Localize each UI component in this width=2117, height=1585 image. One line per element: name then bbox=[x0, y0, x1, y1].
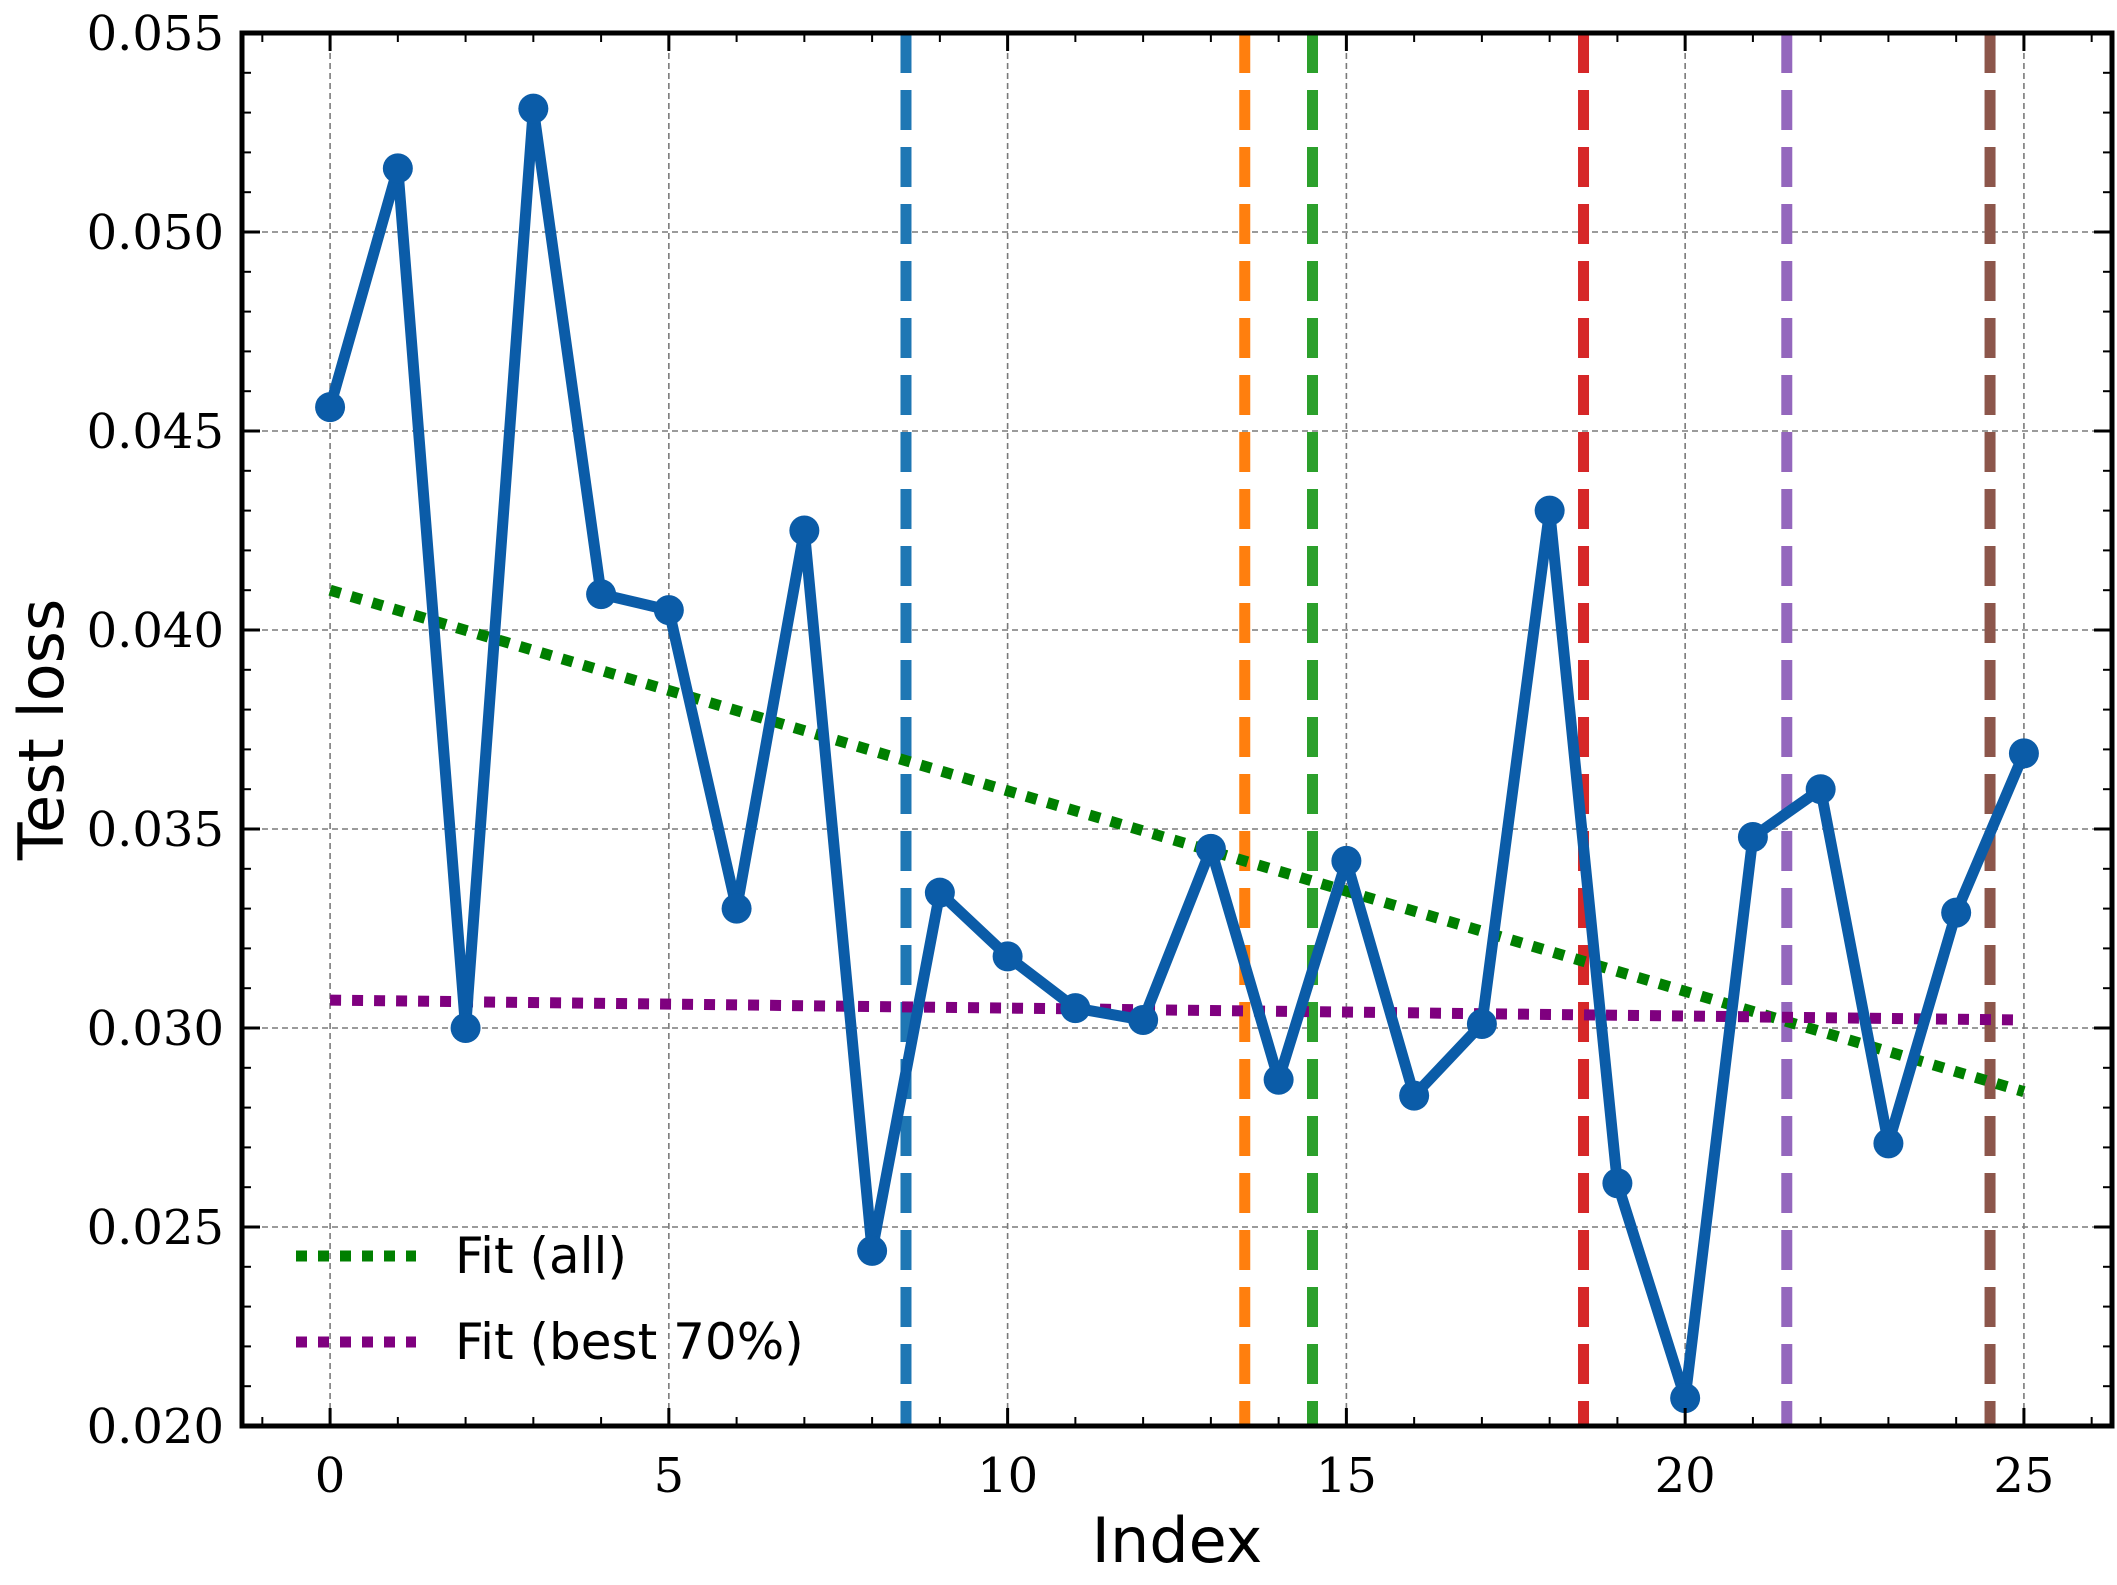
data-point bbox=[586, 579, 617, 610]
y-tick-label: 0.035 bbox=[87, 802, 224, 858]
ticks bbox=[242, 31, 2112, 1428]
data-point bbox=[382, 153, 413, 184]
data-point bbox=[1331, 845, 1362, 876]
data-point bbox=[518, 93, 549, 124]
x-tick-label: 10 bbox=[977, 1448, 1038, 1504]
data-point bbox=[1399, 1080, 1430, 1111]
data-point bbox=[1534, 495, 1565, 526]
data-series bbox=[315, 93, 2039, 1414]
y-tick-label: 0.055 bbox=[87, 6, 224, 62]
data-point bbox=[1670, 1383, 1701, 1414]
y-tick-label: 0.020 bbox=[87, 1399, 224, 1455]
data-point bbox=[721, 893, 752, 924]
fit-line bbox=[328, 584, 2026, 1097]
data-point bbox=[1060, 993, 1091, 1024]
data-point bbox=[857, 1235, 888, 1266]
legend-label-fit-best-70: Fit (best 70%) bbox=[455, 1313, 804, 1371]
x-tick-label: 15 bbox=[1316, 1448, 1377, 1504]
data-point bbox=[315, 392, 346, 423]
data-point bbox=[1941, 897, 1972, 928]
data-point bbox=[1737, 821, 1768, 852]
data-point bbox=[1195, 833, 1226, 864]
x-tick-label: 25 bbox=[1993, 1448, 2054, 1504]
grid bbox=[242, 33, 2112, 1426]
data-point bbox=[450, 1013, 481, 1043]
y-tick-label: 0.040 bbox=[87, 603, 224, 659]
x-axis-title: Index bbox=[1092, 1504, 1263, 1577]
y-tick-label: 0.025 bbox=[87, 1200, 224, 1256]
data-point bbox=[789, 515, 820, 546]
data-point bbox=[924, 877, 955, 908]
fit-line bbox=[330, 994, 2024, 1026]
x-tick-label: 5 bbox=[654, 1448, 685, 1504]
data-point bbox=[1805, 774, 1836, 805]
y-tick-label: 0.050 bbox=[87, 205, 224, 261]
fit-lines bbox=[328, 584, 2026, 1097]
y-axis-title: Test loss bbox=[5, 599, 78, 862]
data-point bbox=[1602, 1168, 1633, 1199]
legend-label-fit-all: Fit (all) bbox=[455, 1227, 627, 1285]
y-tick-label: 0.030 bbox=[87, 1001, 224, 1057]
legend: Fit (all) Fit (best 70%) bbox=[296, 1227, 804, 1371]
data-point bbox=[1263, 1064, 1294, 1095]
y-tick-label: 0.045 bbox=[87, 404, 224, 460]
data-point bbox=[1873, 1128, 1904, 1159]
data-point bbox=[2008, 738, 2039, 769]
tick-labels: 0 5 10 15 20 25 0.020 0.025 0.030 0.035 0.040 0.045… bbox=[87, 6, 2055, 1504]
data-point bbox=[653, 595, 684, 626]
data-point bbox=[1466, 1009, 1497, 1040]
x-tick-label: 20 bbox=[1655, 1448, 1716, 1504]
vertical-markers bbox=[900, 33, 1996, 1426]
data-point bbox=[1128, 1005, 1159, 1036]
data-point bbox=[992, 941, 1023, 972]
plot-frame bbox=[239, 30, 2115, 1429]
x-tick-label: 0 bbox=[315, 1448, 346, 1504]
